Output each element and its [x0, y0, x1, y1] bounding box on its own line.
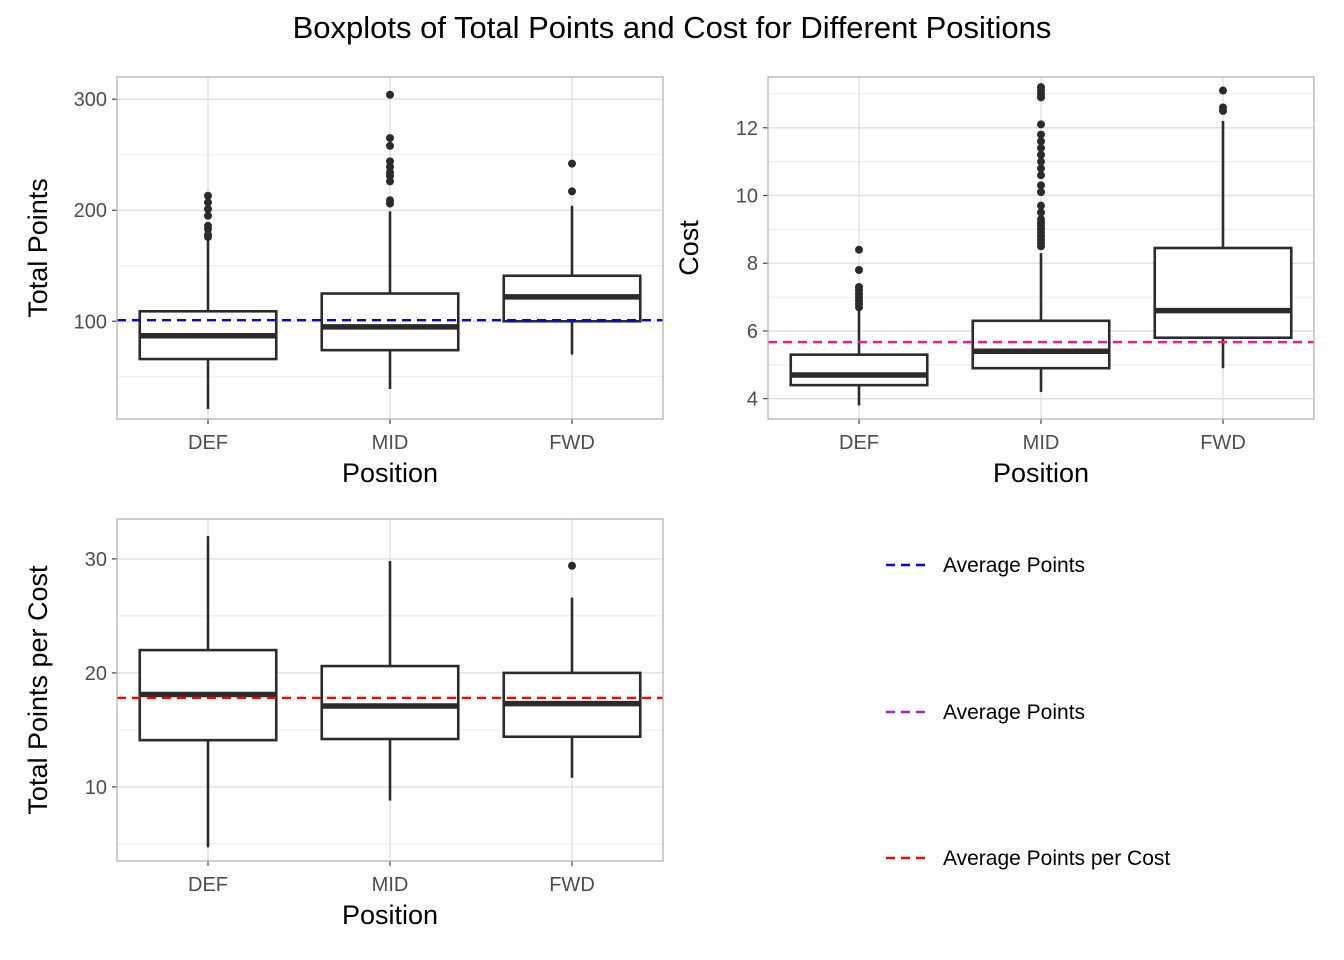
y-tick-label: 4 — [747, 389, 758, 411]
outlier-point — [1037, 188, 1045, 197]
outlier-point — [1037, 137, 1045, 146]
outlier-point — [1037, 201, 1045, 210]
x-tick-label-def: DEF — [188, 432, 228, 454]
legend-label: Average Points per Cost — [943, 847, 1170, 870]
outlier-point — [1219, 86, 1227, 95]
outlier-point — [1037, 157, 1045, 166]
box-fwd — [1153, 86, 1293, 369]
x-tick-label-def: DEF — [188, 874, 228, 896]
box-def — [789, 245, 929, 406]
outlier-point — [1037, 181, 1045, 190]
outlier-point — [1037, 130, 1045, 139]
outlier-point — [386, 141, 394, 150]
box-iqr — [320, 664, 460, 741]
panel-top-left: 100 200 300 DEF MID FWD Position Total Points — [23, 76, 664, 488]
panel-top-right: 4 6 8 10 12 DEF MID FWD Position Cost — [674, 76, 1315, 488]
outlier-point — [386, 90, 394, 99]
y-tick-label: 300 — [74, 89, 107, 111]
outlier-point — [204, 221, 212, 230]
outlier-point — [855, 245, 863, 254]
outlier-point — [1037, 215, 1045, 224]
outlier-point — [568, 561, 576, 570]
x-tick-label-mid: MID — [1023, 432, 1060, 454]
outlier-point — [1037, 171, 1045, 180]
outlier-point — [386, 168, 394, 177]
outlier-point — [204, 205, 212, 214]
y-tick-label: 12 — [736, 118, 758, 140]
y-axis-title: Cost — [674, 220, 704, 276]
y-tick-label: 30 — [85, 549, 107, 571]
box-mid — [320, 561, 460, 801]
outlier-point — [386, 134, 394, 143]
y-axis-title: Total Points per Cost — [23, 565, 53, 815]
x-tick-label-mid: MID — [372, 874, 409, 896]
box-iqr — [1153, 246, 1293, 340]
outlier-point — [204, 198, 212, 207]
panel-border — [116, 76, 664, 420]
y-axis-title: Total Points — [23, 178, 53, 318]
outlier-point — [386, 162, 394, 171]
outlier-point — [1037, 83, 1045, 92]
y-tick-label: 100 — [74, 311, 107, 333]
legend-item: Average Points — [886, 554, 1085, 577]
outlier-point — [1037, 208, 1045, 217]
y-tick-label: 200 — [74, 200, 107, 222]
box-fwd — [502, 159, 642, 355]
outlier-point — [386, 177, 394, 186]
outlier-point — [568, 187, 576, 196]
box-iqr — [971, 319, 1111, 370]
box-def — [138, 536, 278, 848]
x-tick-label-fwd: FWD — [549, 874, 595, 896]
y-tick-label: 10 — [736, 186, 758, 208]
legend-label: Average Points — [943, 701, 1085, 724]
x-axis-title: Position — [342, 900, 438, 930]
chart-title: Boxplots of Total Points and Cost for Di… — [293, 10, 1052, 45]
outlier-point — [855, 282, 863, 291]
outlier-point — [204, 191, 212, 200]
outlier-point — [1219, 103, 1227, 112]
panel-border — [116, 518, 664, 862]
outlier-point — [386, 157, 394, 166]
y-tick-label: 8 — [747, 253, 758, 275]
box-mid — [320, 90, 460, 390]
outlier-point — [1037, 144, 1045, 153]
y-tick-label: 20 — [85, 663, 107, 685]
x-tick-label-mid: MID — [372, 432, 409, 454]
legend-item: Average Points — [886, 701, 1085, 724]
outlier-point — [386, 196, 394, 205]
y-tick-label: 6 — [747, 321, 758, 343]
panel-bottom-left: 10 20 30 DEF MID FWD Position Total Points per … — [23, 518, 664, 930]
x-tick-label-fwd: FWD — [1200, 432, 1246, 454]
x-axis-title: Position — [993, 458, 1089, 488]
legend-item: Average Points per Cost — [886, 847, 1170, 870]
outlier-point — [204, 230, 212, 239]
outlier-point — [1037, 150, 1045, 159]
panel-border — [767, 76, 1315, 420]
box-mid — [971, 83, 1111, 392]
box-fwd — [502, 561, 642, 778]
outlier-point — [568, 159, 576, 168]
outlier-point — [1037, 164, 1045, 173]
y-tick-label: 10 — [85, 777, 107, 799]
x-tick-label-fwd: FWD — [549, 432, 595, 454]
box-iqr — [789, 353, 929, 387]
x-axis-title: Position — [342, 458, 438, 488]
outlier-point — [204, 211, 212, 220]
legend-label: Average Points — [943, 554, 1085, 577]
outlier-point — [1037, 120, 1045, 129]
outlier-point — [855, 266, 863, 275]
legend: Average Points Average Points Average Poin… — [886, 554, 1170, 870]
panels: 100 200 300 DEF MID FWD Position Total Points 4 6… — [23, 76, 1315, 930]
x-tick-label-def: DEF — [839, 432, 879, 454]
box-iqr — [320, 292, 460, 352]
